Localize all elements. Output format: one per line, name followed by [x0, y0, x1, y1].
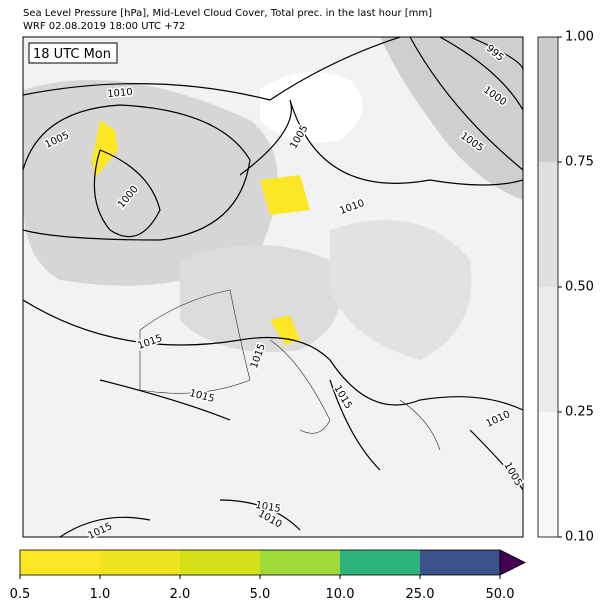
tick-label: 0.25	[565, 405, 594, 420]
tick-label: 50.0	[486, 587, 515, 602]
cbar-seg	[538, 37, 558, 162]
cloud	[23, 80, 278, 286]
tick-label: 10.0	[326, 587, 355, 602]
tick-label: 1.00	[565, 30, 594, 45]
cbar-seg	[538, 162, 558, 287]
cbar-seg	[180, 550, 260, 575]
precip-colorbar	[19, 549, 526, 576]
tick-label: 0.5	[10, 587, 31, 602]
map-frame	[22, 36, 524, 538]
tick-label: 2.0	[170, 587, 191, 602]
tick-label: 0.75	[565, 155, 594, 170]
title-line: Sea Level Pressure [hPa], Mid-Level Clou…	[23, 8, 432, 19]
tick-label: 1.0	[90, 587, 111, 602]
cbar-seg	[340, 550, 420, 575]
tick-label: 25.0	[406, 587, 435, 602]
tick-label: 5.0	[250, 587, 271, 602]
cloud	[180, 245, 340, 352]
map	[23, 37, 523, 537]
cbar-extend	[499, 549, 526, 576]
isobar-label: 1010	[107, 87, 133, 100]
cloud-colorbar	[537, 36, 559, 538]
tick-label: 0.10	[565, 530, 594, 545]
cbar-seg	[420, 550, 500, 575]
title-line: WRF 02.08.2019 18:00 UTC +72	[23, 21, 185, 32]
coastlines	[139, 289, 441, 451]
cloud	[380, 37, 523, 200]
cbar-seg	[100, 550, 180, 575]
cbar-seg	[538, 412, 558, 537]
time-box	[28, 42, 118, 64]
cbar-seg	[260, 550, 340, 575]
cloud	[330, 220, 472, 360]
tick-label: 0.50	[565, 280, 594, 295]
time-label: 18 UTC Mon	[33, 47, 111, 62]
land	[260, 72, 363, 143]
precip	[92, 120, 310, 345]
isobars	[23, 37, 523, 537]
cbar-seg	[538, 287, 558, 412]
cbar-seg	[20, 550, 100, 575]
